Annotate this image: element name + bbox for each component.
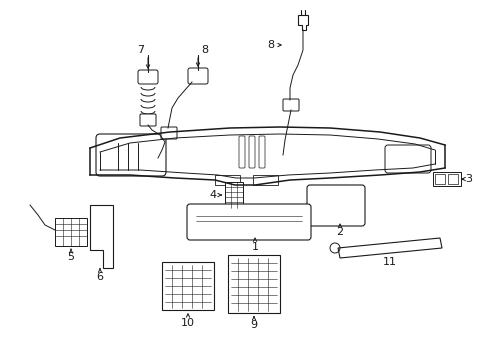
Bar	[253, 175, 278, 185]
FancyBboxPatch shape	[283, 99, 299, 111]
Bar	[225, 182, 243, 208]
FancyBboxPatch shape	[249, 136, 255, 168]
Text: 11: 11	[383, 257, 397, 267]
Text: 6: 6	[97, 272, 103, 282]
FancyBboxPatch shape	[385, 145, 431, 173]
Text: 10: 10	[181, 318, 195, 328]
FancyBboxPatch shape	[96, 134, 166, 176]
FancyBboxPatch shape	[188, 68, 208, 84]
FancyBboxPatch shape	[187, 204, 311, 240]
FancyBboxPatch shape	[138, 70, 158, 84]
Text: 1: 1	[251, 242, 259, 252]
Bar	[228, 255, 280, 313]
Text: 7: 7	[137, 45, 145, 55]
FancyBboxPatch shape	[140, 114, 156, 126]
Bar	[448, 174, 458, 184]
Bar	[433, 172, 461, 186]
Text: 9: 9	[250, 320, 258, 330]
Text: 8: 8	[201, 45, 209, 55]
FancyBboxPatch shape	[259, 136, 265, 168]
Bar	[215, 175, 240, 185]
Bar	[435, 174, 445, 184]
FancyBboxPatch shape	[307, 185, 365, 226]
Text: 2: 2	[337, 227, 343, 237]
FancyBboxPatch shape	[239, 136, 245, 168]
FancyBboxPatch shape	[161, 127, 177, 139]
Text: 3: 3	[466, 174, 472, 184]
Text: 8: 8	[268, 40, 274, 50]
Text: 4: 4	[209, 190, 217, 200]
Text: 5: 5	[68, 252, 74, 262]
Bar	[55, 218, 87, 246]
Bar	[162, 262, 214, 310]
